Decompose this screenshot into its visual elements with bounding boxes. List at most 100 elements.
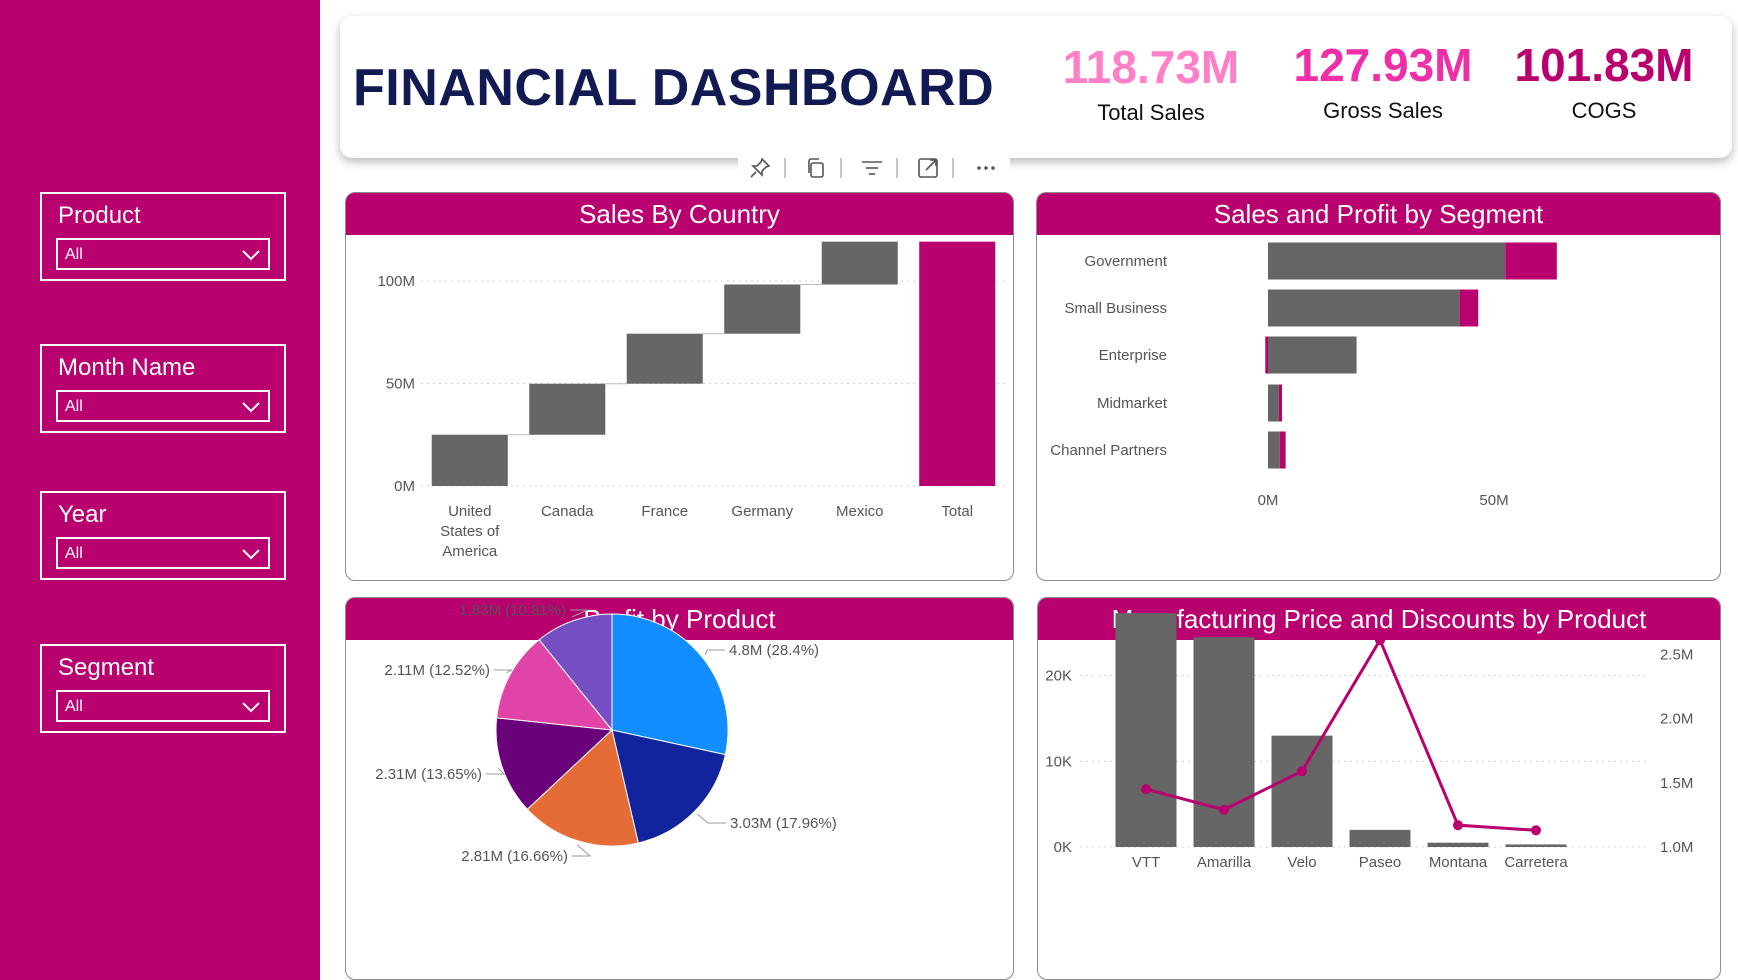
category-label: Small Business <box>1064 300 1167 317</box>
slicer-title: Product <box>58 202 141 229</box>
panel-title: Sales By Country <box>346 193 1013 235</box>
waterfall-bar <box>821 241 898 285</box>
x-tick-label: States of <box>440 523 500 540</box>
product-dropdown[interactable]: All <box>56 238 270 270</box>
pie-slice <box>495 717 614 811</box>
discount-point <box>1219 804 1229 815</box>
slice-label: 2.11M (12.52%) <box>384 662 490 679</box>
y-tick-label: 100M <box>377 273 415 290</box>
category-label: Channel Partners <box>1050 442 1167 459</box>
sales-bar <box>1268 289 1460 327</box>
slicer-title: Month Name <box>58 354 196 381</box>
discount-point <box>1375 635 1385 646</box>
sales-bar <box>1268 242 1506 280</box>
category-label: Government <box>1084 253 1167 270</box>
x-tick-label: Germany <box>731 503 793 520</box>
y-left-tick-label: 10K <box>1045 753 1072 770</box>
price-bar <box>1115 613 1177 847</box>
kpi-label: Gross Sales <box>1323 98 1443 123</box>
profit-bar <box>1459 289 1479 327</box>
segment-dropdown[interactable]: All <box>56 690 270 722</box>
year-dropdown[interactable]: All <box>56 537 270 569</box>
pie-slice <box>538 613 613 732</box>
kpi-value: 101.83M <box>1514 39 1694 91</box>
discount-point <box>1141 784 1151 795</box>
manufacturing-price-panel[interactable]: Manufacturing Price and Discounts by Pro… <box>1037 597 1721 980</box>
segment-bar-chart: Government Small Business Enterprise Midmar… <box>1050 242 1557 509</box>
x-tick-label: 50M <box>1479 492 1508 509</box>
sales-by-country-panel[interactable]: Sales By Country 0M 50M 100M United States o… <box>345 192 1014 581</box>
kpi-value: 118.73M <box>1062 41 1240 93</box>
waterfall-bar <box>431 434 508 486</box>
y-right-tick-label: 2.5M <box>1660 646 1693 663</box>
kpi-value: 127.93M <box>1293 39 1473 91</box>
waterfall-chart: 0M 50M 100M United States of America Canada Fra… <box>377 241 1006 560</box>
y-right-tick-label: 2.0M <box>1660 711 1693 728</box>
x-tick-label: France <box>641 503 688 520</box>
dropdown-value: All <box>65 545 83 562</box>
leader-line <box>570 609 589 618</box>
x-tick-label: Total <box>941 503 973 520</box>
x-tick-label: Canada <box>541 503 594 520</box>
x-tick-label: Amarilla <box>1197 854 1252 871</box>
price-bar <box>1193 637 1255 847</box>
profit-bar <box>1278 384 1283 422</box>
x-tick-label: 0M <box>1258 492 1279 509</box>
category-label: Enterprise <box>1099 347 1167 364</box>
sales-profit-segment-panel[interactable]: Sales and Profit by Segment Government Sm… <box>1036 192 1721 581</box>
y-right-tick-label: 1.0M <box>1660 839 1693 856</box>
x-tick-label: VTT <box>1132 854 1160 871</box>
leader-line <box>572 844 592 857</box>
y-tick-label: 50M <box>386 376 415 393</box>
profit-by-product-panel[interactable]: Profit by Product 4.8M (28.4%) 3.03M (17.… <box>345 597 1014 980</box>
slicer-segment: Segment All <box>40 644 286 733</box>
leader-line <box>486 767 506 775</box>
y-right-tick-label: 1.5M <box>1660 775 1693 792</box>
slicer-month-name: Month Name All <box>40 344 286 433</box>
y-tick-label: 0M <box>394 478 415 495</box>
month-name-dropdown[interactable]: All <box>56 390 270 422</box>
x-tick-label: United <box>448 503 491 520</box>
kpi-label: Total Sales <box>1097 100 1205 125</box>
slicer-product: Product All <box>40 192 286 281</box>
x-tick-label: Carretera <box>1504 854 1568 871</box>
focus-mode-icon[interactable] <box>916 156 940 180</box>
pie-chart: 4.8M (28.4%) 3.03M (17.96%) 2.81M (16.66%)… <box>375 602 837 865</box>
price-bar <box>1427 842 1489 847</box>
price-bar <box>1505 844 1567 847</box>
visual-toolbar <box>738 148 1010 188</box>
discount-point <box>1531 825 1541 836</box>
dropdown-value: All <box>65 698 83 715</box>
x-tick-label: Paseo <box>1359 854 1402 871</box>
chevron-down-icon <box>242 702 260 713</box>
slice-label: 2.81M (16.66%) <box>461 848 568 865</box>
x-tick-label: America <box>442 543 498 560</box>
sales-bar <box>1268 431 1280 469</box>
pie-slice <box>496 639 614 731</box>
filter-sidebar: Product All Month Name All Year All Segm… <box>0 0 320 980</box>
chevron-down-icon <box>242 250 260 261</box>
waterfall-bar <box>724 284 801 334</box>
x-tick-label: Mexico <box>836 503 884 520</box>
slice-label: 2.31M (13.65%) <box>375 766 482 783</box>
more-options-icon[interactable] <box>974 156 998 180</box>
pin-icon[interactable] <box>748 156 772 180</box>
filter-icon[interactable] <box>860 156 884 180</box>
panel-title: Sales and Profit by Segment <box>1037 193 1720 235</box>
waterfall-bar <box>919 241 996 486</box>
x-tick-label: Velo <box>1287 854 1316 871</box>
slice-label: 3.03M (17.96%) <box>730 815 837 832</box>
leader-line <box>494 669 513 674</box>
slice-label: 1.83M (10.81%) <box>459 602 566 619</box>
waterfall-bar <box>529 383 606 435</box>
toolbar-divider <box>952 158 954 178</box>
x-tick-label: Montana <box>1429 854 1488 871</box>
leader-line <box>697 813 726 824</box>
profit-bar <box>1265 336 1268 374</box>
y-left-tick-label: 20K <box>1045 668 1072 685</box>
copy-icon[interactable] <box>804 156 828 180</box>
kpi-total-sales: 118.73M Total Sales <box>1048 44 1254 126</box>
kpi-gross-sales: 127.93M Gross Sales <box>1280 42 1486 124</box>
y-left-tick-label: 0K <box>1054 839 1072 856</box>
slice-label: 4.8M (28.4%) <box>729 642 819 659</box>
